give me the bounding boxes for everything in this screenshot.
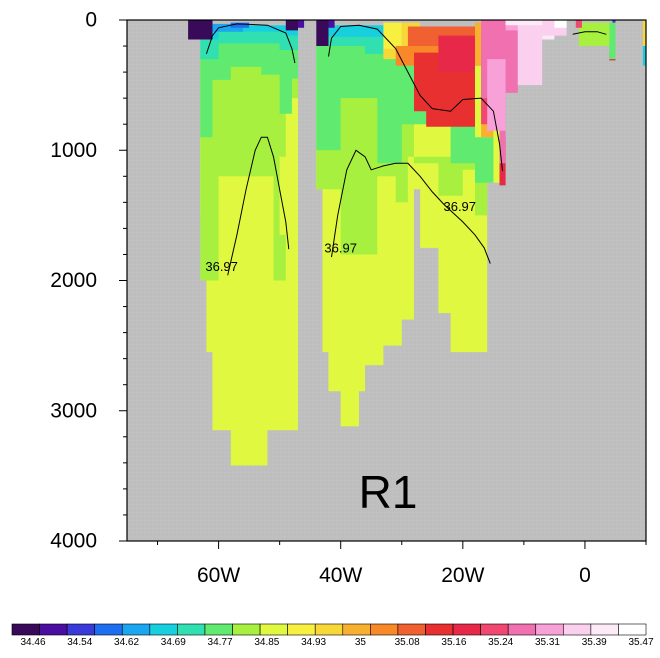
colorbar-swatch-0 [11,623,40,636]
salinity-region-35 [578,22,610,46]
colorbar-swatch-2 [66,623,95,636]
colorbar-swatch-8 [232,623,261,636]
salinity-region-39 [642,46,646,66]
colorbar-swatch-9 [259,623,288,636]
colorbar-swatch-10 [287,623,316,636]
colorbar-swatch-17 [480,623,509,636]
colorbar-swatch-12 [342,623,371,636]
colorbar-label-9: 35.16 [441,637,466,648]
contour-line-1 [331,149,491,264]
x-tick-label-1: 40W [319,564,362,587]
contour-labels: 36.97 36.97 36.97 [205,199,476,274]
colorbar-label-6: 34.93 [301,637,326,648]
y-tick-label-1: 1000 [50,139,97,162]
colorbar-label-8: 35.08 [395,637,420,648]
y-tick-label-4: 4000 [50,530,97,553]
colorbar-swatch-6 [177,623,206,636]
x-tick-label-2: 20W [441,564,484,587]
x-axis: 60W 40W 20W 0 [157,541,647,587]
colorbar-label-2: 34.62 [114,637,139,648]
colorbar-label-3: 34.69 [161,637,186,648]
salinity-region-4 [200,35,298,138]
colorbar-swatch-5 [149,623,178,636]
salinity-region-22 [438,35,475,73]
contour-line-5 [572,31,607,35]
colorbar-swatch-20 [563,623,592,636]
salinity-region-13 [285,20,298,31]
y-axis: 0 1000 2000 3000 4000 [50,9,127,553]
contour-label-2: 36.97 [443,199,476,214]
salinity-region-16 [328,20,335,28]
colorbar: 34.46 34.54 34.62 34.69 34.77 34.85 34.93 35 35.… [11,623,654,648]
colorbar-swatch-18 [507,623,537,636]
x-tick-label-0: 60W [197,564,240,587]
salinity-region-12 [188,20,213,40]
colorbar-label-7: 35 [355,637,367,648]
colorbar-label-12: 35.39 [582,637,607,648]
colorbar-swatch-22 [618,623,647,636]
colorbar-swatch-15 [425,623,454,636]
salinity-region-29 [517,23,543,86]
contour-label-0: 36.97 [205,259,238,274]
colorbar-swatch-21 [590,623,619,636]
salinity-region-15 [316,20,329,46]
plot-area: 36.97 36.97 36.97 R1 [126,19,647,542]
colorbar-label-4: 34.77 [208,637,233,648]
salinity-region-14 [298,20,305,28]
colorbar-label-11: 35.31 [535,637,560,648]
colorbar-swatch-1 [39,623,68,636]
y-tick-label-3: 3000 [50,399,97,422]
salinity-region-6 [200,30,298,60]
salinity-region-2 [200,48,298,281]
colorbar-label-1: 34.54 [67,637,92,648]
salinity-region-36 [575,20,582,28]
colorbar-swatch-13 [370,623,399,636]
contour-label-1: 36.97 [324,241,357,256]
contour-line-0 [227,136,290,276]
colorbar-label-10: 35.24 [488,637,513,648]
colorbar-swatch-11 [314,623,344,636]
colorbar-label-0: 34.46 [20,637,45,648]
contour-line-3 [205,23,296,64]
salinity-region-37 [609,22,616,60]
colorbar-swatch-19 [535,623,564,636]
salinity-region-32 [554,20,567,28]
colorbar-swatch-14 [397,623,426,636]
salinity-region-28 [487,59,506,131]
y-tick-label-2: 2000 [50,269,97,292]
salinity-region-11 [230,22,250,28]
colorbar-swatch-16 [452,623,481,636]
salinity-fill [188,20,646,466]
colorbar-label-5: 34.85 [254,637,279,648]
contour-lines [205,23,607,276]
colorbar-label-13: 35.47 [628,637,653,648]
salinity-region-38 [642,20,646,46]
contour-line-4 [328,24,503,172]
x-tick-label-3: 0 [579,564,591,587]
colorbar-swatch-3 [94,623,123,636]
salinity-region-7 [322,34,396,54]
colorbar-swatch-4 [121,623,151,636]
colorbar-swatch-7 [204,623,233,636]
y-tick-label-0: 0 [85,9,97,32]
panel-label: R1 [359,466,418,518]
